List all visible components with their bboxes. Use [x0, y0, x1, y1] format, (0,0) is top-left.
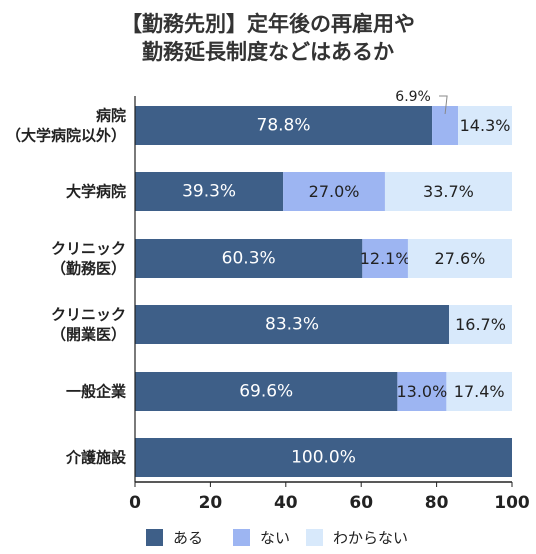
- bar-aru-2: [135, 239, 363, 278]
- data-label-aru-3: 83.3%: [265, 315, 319, 335]
- category-label-4: 一般企業: [66, 383, 127, 401]
- data-label-aru-1: 39.3%: [182, 182, 236, 202]
- bar-wakaranai-1: [384, 172, 512, 211]
- leader-line-0: [439, 95, 448, 115]
- bar-aru-4: [135, 372, 398, 411]
- bar-nai-2: [362, 239, 408, 278]
- bar-aru-3: [135, 305, 450, 344]
- x-tick-label-2: 40: [274, 493, 298, 513]
- data-label-aru-4: 69.6%: [239, 382, 293, 402]
- legend-swatch-aru: [146, 529, 163, 546]
- legend-item-wakaranai: わからない: [306, 527, 408, 548]
- data-label-wakaranai-0: 14.3%: [460, 116, 511, 135]
- bar-nai-4: [397, 372, 447, 411]
- legend-label-aru: ある: [173, 529, 204, 547]
- legend-item-aru: ある: [146, 527, 203, 548]
- category-label-2-line-2: （勤務医）: [51, 260, 126, 278]
- x-tick-label-0: 0: [129, 493, 141, 513]
- data-label-nai-4: 13.0%: [396, 382, 447, 401]
- data-label-aru-0: 78.8%: [257, 116, 311, 136]
- category-label-0-line-1: 病院: [96, 107, 126, 125]
- data-label-aru-2: 60.3%: [222, 249, 276, 269]
- bar-nai-1: [283, 172, 385, 211]
- data-label-wakaranai-3: 16.7%: [455, 315, 506, 334]
- x-tick-label-3: 60: [349, 493, 373, 513]
- data-label-aru-5: 100.0%: [291, 448, 356, 468]
- legend-item-nai: ない: [233, 527, 290, 548]
- bar-wakaranai-2: [407, 239, 512, 278]
- legend-swatch-wakaranai: [306, 529, 323, 546]
- bar-wakaranai-3: [449, 305, 512, 344]
- data-label-wakaranai-4: 17.4%: [454, 382, 505, 401]
- category-label-3-line-1: クリニック: [51, 306, 126, 324]
- category-label-1: 大学病院: [66, 183, 126, 201]
- chart-title-line-2: 勤務延長制度などはあるか: [142, 40, 394, 64]
- chart-title-line-1: 【勤務先別】定年後の再雇用や: [121, 12, 415, 36]
- data-label-nai-0: 6.9%: [395, 89, 431, 105]
- data-label-nai-2: 12.1%: [360, 249, 411, 268]
- legend: ある ない わからない: [0, 527, 536, 551]
- x-tick-label-1: 20: [199, 493, 223, 513]
- legend-label-wakaranai: わからない: [333, 529, 409, 547]
- x-tick-label-4: 80: [425, 493, 449, 513]
- legend-label-nai: ない: [260, 529, 291, 547]
- bar-aru-1: [135, 172, 284, 211]
- bar-aru-0: [135, 106, 433, 145]
- data-label-nai-1: 27.0%: [309, 182, 360, 201]
- legend-swatch-nai: [233, 529, 250, 546]
- chart-title: 【勤務先別】定年後の再雇用や 勤務延長制度などはあるか: [0, 10, 536, 66]
- category-label-5: 介護施設: [65, 449, 127, 467]
- x-tick-label-5: 100: [494, 493, 530, 513]
- bar-wakaranai-4: [446, 372, 512, 411]
- category-label-0-line-2: （大学病院以外）: [6, 127, 126, 145]
- bar-wakaranai-0: [458, 106, 512, 145]
- category-label-2-line-1: クリニック: [51, 240, 126, 258]
- bar-aru-5: [135, 438, 512, 477]
- data-label-wakaranai-1: 33.7%: [423, 182, 474, 201]
- category-label-3-line-2: （開業医）: [51, 326, 126, 344]
- data-label-wakaranai-2: 27.6%: [435, 249, 486, 268]
